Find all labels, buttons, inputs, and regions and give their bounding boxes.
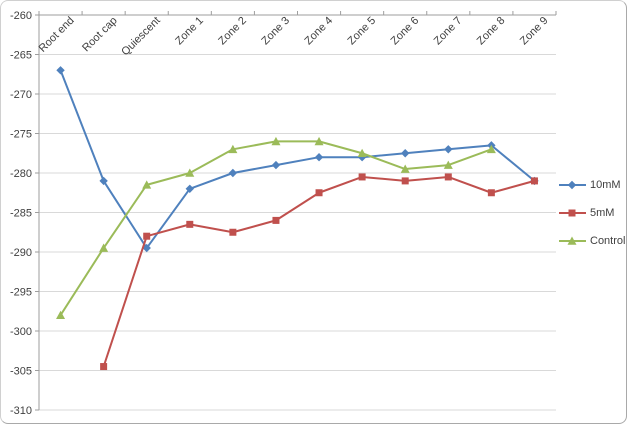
data-point[interactable]: [228, 168, 238, 178]
data-point[interactable]: [143, 232, 151, 240]
legend-label: 10mM: [590, 179, 621, 191]
data-point[interactable]: [314, 153, 324, 162]
data-point[interactable]: [186, 220, 194, 228]
y-tick-label: -275: [10, 129, 32, 141]
x-category-label: Root end: [37, 15, 77, 55]
data-point[interactable]: [228, 144, 238, 154]
data-point[interactable]: [271, 160, 281, 170]
y-tick-label: -300: [10, 326, 32, 338]
x-category-label: Quiescent: [119, 15, 163, 59]
legend-item[interactable]: Control: [559, 235, 625, 247]
data-point[interactable]: [444, 173, 452, 181]
legend-label: 5mM: [590, 207, 615, 219]
data-point[interactable]: [185, 184, 194, 193]
data-point[interactable]: [315, 189, 323, 197]
series-line[interactable]: [102, 175, 536, 368]
x-category-label: Zone 6: [389, 15, 422, 48]
data-point[interactable]: [99, 243, 109, 252]
y-tick-label: -305: [10, 366, 32, 378]
data-point[interactable]: [567, 236, 577, 245]
data-point[interactable]: [487, 189, 495, 197]
data-point[interactable]: [142, 180, 152, 189]
data-point[interactable]: [314, 136, 324, 146]
data-point[interactable]: [229, 228, 237, 236]
y-tick-label: -285: [10, 208, 32, 220]
x-category-label: Zone 5: [346, 15, 379, 48]
legend: 10mM 5mM Control: [559, 179, 625, 247]
legend-marker-icon: [559, 236, 586, 245]
x-category-label: Zone 4: [302, 15, 335, 48]
x-category-label: Zone 7: [432, 15, 465, 48]
data-point[interactable]: [185, 168, 195, 177]
legend-marker-icon: [559, 180, 586, 190]
data-point[interactable]: [400, 164, 410, 173]
data-point[interactable]: [99, 176, 108, 186]
data-point[interactable]: [100, 363, 108, 371]
legend-marker-icon: [559, 209, 586, 217]
y-tick-label: -260: [10, 10, 32, 22]
y-tick-label: -265: [10, 50, 32, 62]
data-point[interactable]: [271, 136, 281, 146]
x-category-label: Zone 8: [475, 15, 508, 48]
series-line[interactable]: [59, 69, 536, 250]
data-point[interactable]: [568, 209, 576, 217]
x-category-label: Zone 2: [216, 15, 249, 48]
x-category-label: Zone 3: [259, 15, 292, 48]
data-point[interactable]: [142, 243, 151, 253]
data-point[interactable]: [56, 310, 66, 319]
y-tick-label: -290: [10, 247, 32, 259]
x-category-label: Zone 1: [173, 15, 206, 48]
y-tick-label: -270: [10, 89, 32, 101]
x-category-label: Zone 9: [518, 15, 551, 48]
legend-item[interactable]: 10mM: [559, 179, 625, 191]
data-point[interactable]: [486, 144, 496, 154]
x-category-label: Root cap: [80, 15, 120, 55]
legend-item[interactable]: 5mM: [559, 207, 625, 219]
y-tick-label: -280: [10, 168, 32, 180]
data-point[interactable]: [567, 180, 577, 190]
data-point[interactable]: [530, 177, 538, 185]
data-point[interactable]: [272, 216, 280, 224]
data-point[interactable]: [401, 149, 410, 158]
y-tick-label: -310: [10, 405, 32, 417]
data-point[interactable]: [401, 177, 409, 185]
data-point[interactable]: [56, 66, 65, 75]
legend-label: Control: [590, 235, 626, 247]
data-point[interactable]: [358, 173, 366, 181]
data-point[interactable]: [357, 148, 367, 158]
data-point[interactable]: [443, 160, 453, 169]
data-point[interactable]: [444, 145, 453, 154]
y-tick-label: -295: [10, 287, 32, 299]
